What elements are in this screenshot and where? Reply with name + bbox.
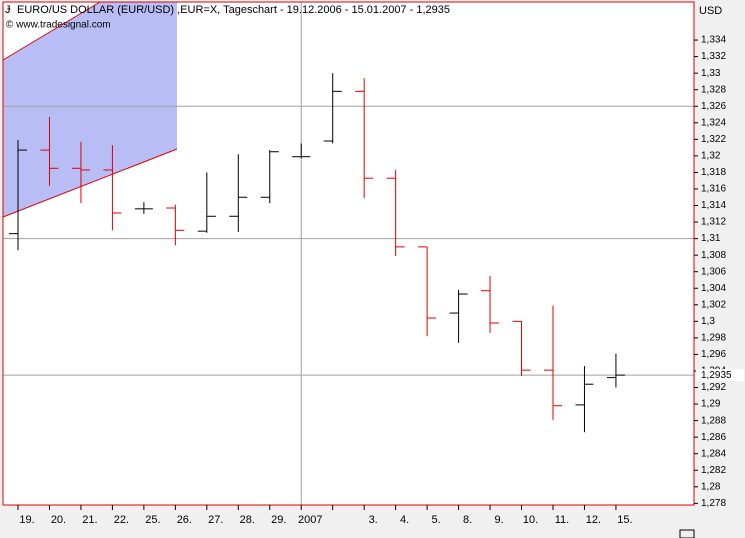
y-tick-label: 1,296: [701, 349, 726, 360]
y-tick-label: 1,334: [701, 35, 726, 46]
last-price-box: [696, 369, 744, 382]
x-tick-label: 19.: [19, 514, 34, 526]
axes: 1,334 1,332 1,33 1,328 1,326 1,324 1,322 1,32 1,…: [17, 35, 744, 526]
x-tick-label: 22.: [114, 514, 129, 526]
y-axis-label: USD: [699, 5, 722, 17]
chart-title: EURO/US DOLLAR (EUR/USD) ,EUR=X, Tagesch…: [17, 4, 450, 16]
scroll-button[interactable]: [679, 529, 695, 538]
channel-top: [2, 1, 101, 61]
y-tick-label: 1,316: [701, 184, 726, 195]
y-tick-label: 1,3: [701, 316, 715, 327]
x-tick-label: 11.: [555, 514, 569, 526]
last-price-label: 1,2935: [701, 370, 732, 381]
y-tick-label: 1,33: [701, 68, 721, 79]
y-tick-label: 1,278: [701, 498, 726, 509]
x-tick-label: 20.: [51, 514, 66, 526]
y-tick-label: 1,314: [701, 200, 726, 211]
y-tick-label: 1,324: [701, 117, 726, 128]
y-tick-label: 1,298: [701, 333, 726, 344]
x-tick-label: 21.: [82, 514, 97, 526]
y-tick-label: 1,28: [701, 481, 721, 492]
x-tick-label: 4.: [400, 514, 409, 526]
y-tick-label: 1,31: [701, 233, 721, 244]
x-tick-label: 26.: [177, 514, 192, 526]
x-tick-label: 5.: [432, 514, 441, 526]
y-tick-label: 1,312: [701, 217, 726, 228]
x-tick-label: 25.: [145, 514, 160, 526]
x-tick-label: 2007: [298, 514, 322, 526]
x-tick-label: 28.: [240, 514, 255, 526]
chart-subtitle: © www.tradesignal.com: [6, 20, 111, 31]
bars: [9, 73, 625, 433]
y-tick-label: 1,332: [701, 51, 726, 62]
x-tick-label: 15.: [617, 514, 632, 526]
y-tick-label: 1,306: [701, 266, 726, 277]
x-tick-label: 12.: [586, 514, 601, 526]
icon: Ɉ: [5, 4, 11, 16]
x-tick-label: 3.: [369, 514, 378, 526]
y-tick-label: 1,304: [701, 283, 726, 294]
y-tick-label: 1,318: [701, 167, 726, 178]
x-tick-label: 8.: [463, 514, 472, 526]
x-tick-label: 29.: [271, 514, 286, 526]
y-tick-label: 1,286: [701, 432, 726, 443]
y-tick-label: 1,288: [701, 415, 726, 426]
y-tick-label: 1,322: [701, 134, 726, 145]
y-tick-label: 1,29: [701, 399, 721, 410]
channel-bottom: [2, 148, 178, 218]
y-tick-label: 1,282: [701, 465, 726, 476]
y-tick-label: 1,32: [701, 151, 721, 162]
y-tick-label: 1,302: [701, 299, 726, 310]
plot-frame: [2, 1, 695, 506]
y-tick-label: 1,326: [701, 101, 726, 112]
channel-fill: [3, 2, 177, 217]
y-tick-label: 1,284: [701, 448, 726, 459]
y-tick-label: 1,308: [701, 250, 726, 261]
x-tick-label: 27.: [208, 514, 223, 526]
y-tick-label: 1,328: [701, 84, 726, 95]
x-tick-label: 9.: [494, 514, 503, 526]
y-tick-label: 1,292: [701, 382, 726, 393]
grid: [3, 2, 694, 505]
x-tick-label: 10.: [523, 514, 538, 526]
